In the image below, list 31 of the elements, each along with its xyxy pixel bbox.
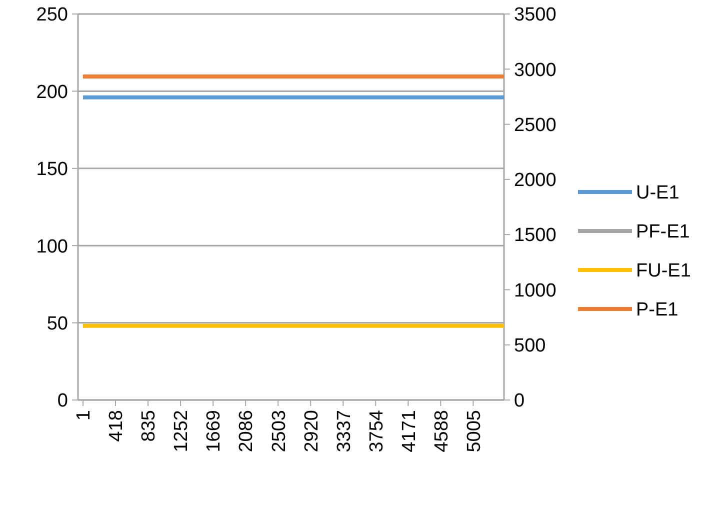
legend-label: U-E1 xyxy=(636,182,680,204)
y2-tick-label: 0 xyxy=(514,390,525,412)
x-tick-label: 2920 xyxy=(301,410,322,452)
y2-tick-label: 3500 xyxy=(514,4,556,26)
y-tick-label: 200 xyxy=(36,82,68,103)
y-tick-label: 250 xyxy=(36,4,68,26)
x-tick-label: 418 xyxy=(106,410,128,442)
y-tick-label: 50 xyxy=(46,313,68,334)
x-tick-label: 5005 xyxy=(464,410,485,452)
y2-tick-label: 3000 xyxy=(514,60,556,81)
y2-tick-label: 1500 xyxy=(514,225,556,246)
y-tick-label: 100 xyxy=(36,236,68,258)
x-tick-label: 1 xyxy=(74,410,95,421)
legend-label: PF-E1 xyxy=(636,222,690,243)
x-tick-label: 4171 xyxy=(398,410,420,452)
x-tick-label: 1669 xyxy=(204,410,225,452)
x-tick-label: 3337 xyxy=(334,410,355,452)
x-tick-label: 4588 xyxy=(431,410,452,452)
x-tick-label: 3754 xyxy=(366,410,388,452)
y-tick-label: 0 xyxy=(57,390,68,412)
x-tick-label: 2503 xyxy=(268,410,290,452)
legend-label: P-E1 xyxy=(636,300,678,321)
y2-tick-label: 500 xyxy=(514,336,546,357)
legend-label: FU-E1 xyxy=(636,260,691,282)
y2-tick-label: 2500 xyxy=(514,114,556,136)
y-tick-label: 150 xyxy=(36,159,68,180)
y2-tick-label: 1000 xyxy=(514,280,556,302)
y2-tick-label: 2000 xyxy=(514,170,556,192)
x-tick-label: 2086 xyxy=(236,410,258,452)
x-tick-label: 1252 xyxy=(171,410,192,452)
x-tick-label: 835 xyxy=(138,410,160,442)
